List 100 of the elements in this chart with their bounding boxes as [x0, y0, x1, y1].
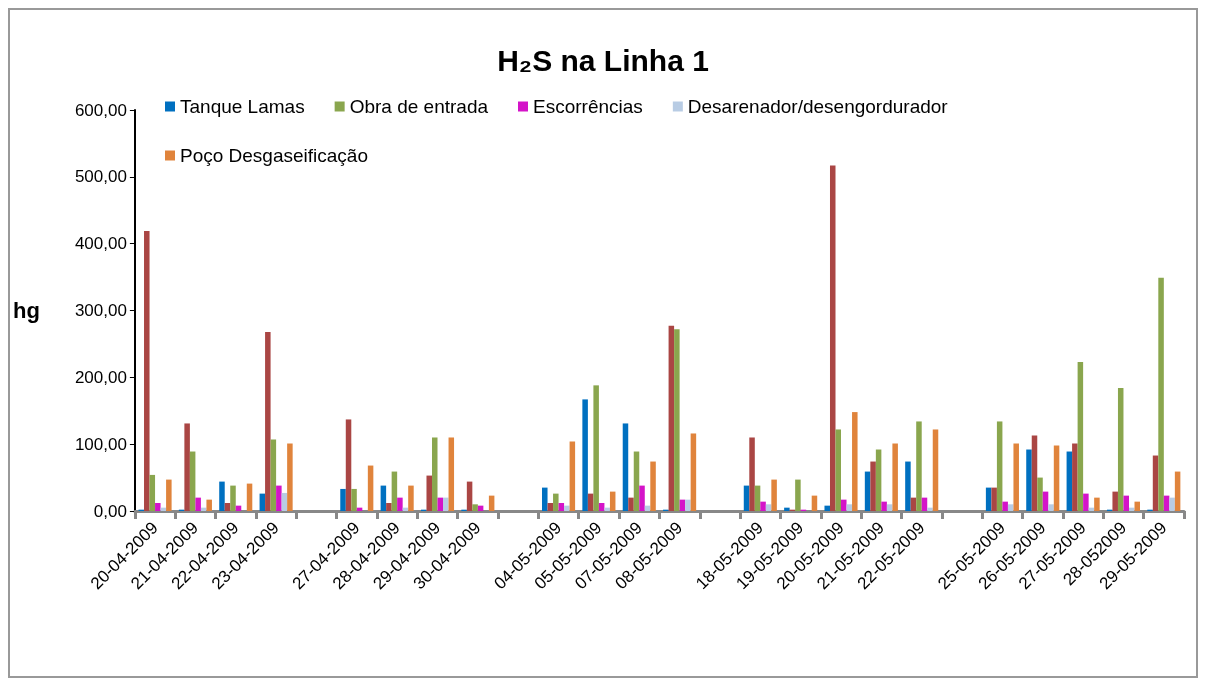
bar: [184, 423, 190, 511]
bar: [1169, 497, 1175, 511]
bar: [547, 502, 554, 511]
bar: [1002, 501, 1008, 511]
y-tick-label: 300,00: [74, 301, 127, 320]
bar: [472, 504, 478, 511]
bar: [386, 502, 392, 511]
bar: [824, 505, 830, 511]
bar: [1174, 471, 1181, 511]
bar: [1053, 445, 1060, 511]
bar: [391, 471, 398, 511]
bar: [852, 412, 858, 511]
bar: [431, 437, 438, 511]
bar: [426, 475, 432, 511]
bar: [224, 502, 231, 511]
bar: [448, 437, 455, 511]
bar: [841, 499, 847, 511]
bar: [219, 481, 225, 511]
legend-label: Obra de entrada: [349, 96, 489, 117]
bar: [564, 505, 570, 511]
bar: [1152, 455, 1159, 511]
bar: [1128, 507, 1135, 511]
bar: [932, 429, 939, 511]
legend-label: Poço Desgaseificação: [180, 145, 368, 166]
bar: [846, 504, 853, 511]
bar: [195, 497, 201, 511]
bar: [690, 433, 697, 511]
chart-title: H₂S na Linha 1: [497, 43, 709, 77]
bar: [996, 421, 1003, 511]
legend-label: Tanque Lamas: [180, 96, 305, 117]
bar: [760, 501, 766, 511]
bar: [639, 485, 645, 511]
y-tick-label: 600,00: [74, 100, 127, 120]
legend-label: Escorrências: [533, 96, 643, 117]
bar: [1013, 443, 1019, 511]
bar: [1117, 388, 1124, 511]
bar: [771, 479, 777, 511]
bar: [628, 497, 634, 511]
bar: [265, 331, 271, 511]
y-axis-title: hg: [12, 298, 40, 323]
bar: [1026, 449, 1032, 511]
bar: [674, 329, 680, 511]
legend-label: Desarenador/desengordurador: [687, 96, 949, 117]
bar: [582, 399, 588, 511]
bar: [1031, 435, 1038, 511]
bar: [604, 507, 610, 511]
bar: [892, 443, 898, 511]
bar: [749, 437, 755, 511]
bar: [1077, 361, 1084, 511]
bar: [633, 451, 640, 511]
y-tick-label: 100,00: [74, 434, 127, 454]
bar: [881, 501, 887, 511]
bar: [784, 507, 790, 511]
bar: [668, 325, 675, 511]
y-tick-label: 400,00: [74, 234, 127, 254]
bar: [443, 497, 449, 511]
bar: [569, 441, 576, 511]
bar: [1072, 443, 1078, 511]
bar: [598, 502, 605, 511]
bar: [287, 443, 293, 511]
bar: [408, 485, 414, 511]
bar: [593, 385, 599, 511]
bar: [230, 485, 236, 511]
bar: [1112, 491, 1118, 511]
bar: [149, 474, 156, 511]
bar: [1037, 477, 1043, 511]
bar: [795, 479, 801, 511]
bar: [206, 499, 212, 511]
bar: [765, 504, 772, 511]
y-tick-label: 500,00: [74, 167, 127, 187]
bar: [829, 165, 836, 511]
bar: [397, 497, 403, 511]
bar: [340, 488, 346, 511]
bar: [886, 504, 893, 511]
bar: [155, 502, 161, 511]
bar: [345, 419, 352, 511]
bar: [1083, 493, 1089, 511]
bar: [1007, 504, 1014, 511]
bar: [351, 488, 357, 511]
bar: [835, 429, 842, 511]
bar: [276, 485, 282, 511]
bar: [189, 451, 196, 511]
bar: [166, 479, 172, 511]
bar: [144, 230, 150, 511]
bar: [905, 461, 911, 511]
bar: [542, 487, 548, 511]
bar: [622, 423, 629, 511]
bar: [916, 421, 922, 511]
bar: [1158, 277, 1164, 511]
bar: [1048, 504, 1054, 511]
bar: [991, 487, 997, 511]
bar: [650, 461, 656, 511]
bar: [864, 471, 871, 511]
bar: [870, 461, 876, 511]
bar: [685, 499, 691, 511]
bar: [367, 465, 374, 511]
bar: [1066, 451, 1073, 511]
y-tick-label: 200,00: [74, 367, 127, 387]
bar: [875, 449, 882, 511]
bar: [281, 492, 288, 511]
